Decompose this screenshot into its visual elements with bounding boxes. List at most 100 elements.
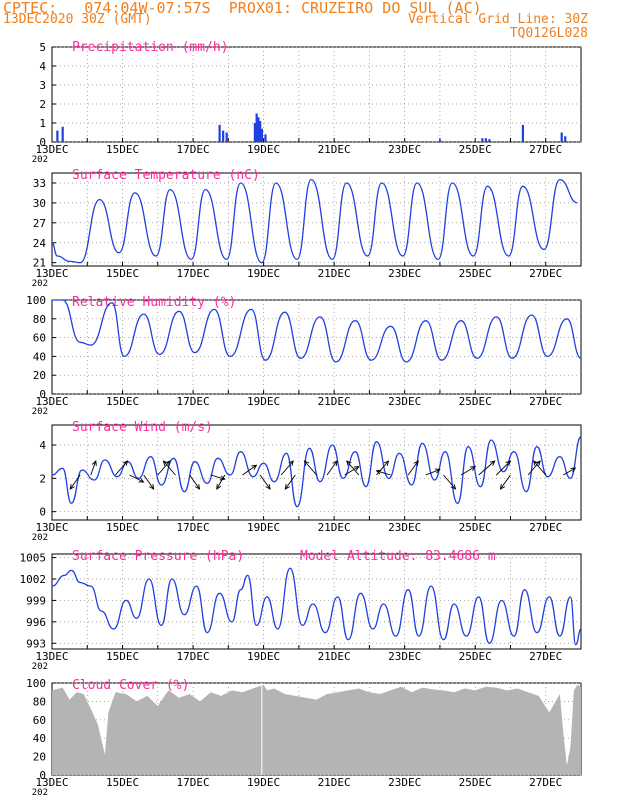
wind-arrow-head bbox=[499, 484, 506, 490]
precip-bar bbox=[225, 132, 228, 142]
wind-arrow-head bbox=[288, 460, 294, 466]
wind-arrow bbox=[115, 460, 128, 476]
x-tick-label: 19DEC bbox=[247, 776, 280, 789]
y-tick-label: 100 bbox=[26, 677, 46, 690]
x-tick-label: 27DEC bbox=[529, 267, 562, 280]
y-tick-label: 21 bbox=[33, 257, 46, 270]
wind-arrow-head bbox=[91, 460, 97, 467]
precip-bar bbox=[264, 134, 267, 142]
precip-bar bbox=[255, 113, 258, 142]
precip-bar bbox=[564, 136, 567, 142]
x-overflow-label: 202 bbox=[32, 155, 48, 165]
precip-bar bbox=[218, 124, 221, 142]
y-tick-label: 0 bbox=[39, 136, 46, 149]
precip-bar bbox=[61, 126, 64, 142]
wind-arrow-head bbox=[265, 484, 271, 490]
wind-arrow bbox=[563, 467, 576, 476]
y-tick-label: 0 bbox=[39, 769, 46, 782]
y-tick-label: 1005 bbox=[20, 552, 47, 565]
wind-arrow-head bbox=[216, 483, 222, 490]
x-tick-label: 17DEC bbox=[177, 395, 210, 408]
wind-arrow bbox=[189, 474, 200, 490]
wind-arrow-head bbox=[122, 460, 129, 466]
panel-title: Surface Wind (m/s) bbox=[72, 420, 213, 435]
wind-arrow-head bbox=[353, 466, 360, 472]
y-tick-label: 80 bbox=[33, 695, 46, 708]
wind-arrow-head bbox=[69, 484, 75, 490]
x-tick-label: 23DEC bbox=[388, 776, 421, 789]
series-line bbox=[51, 178, 578, 264]
x-overflow-label: 202 bbox=[32, 662, 48, 672]
y-tick-label: 60 bbox=[33, 332, 46, 345]
model-altitude: Model Altitude: 83.4686 m bbox=[300, 549, 496, 564]
panel-frame bbox=[51, 424, 582, 521]
wind-arrow-head bbox=[450, 484, 457, 490]
wind-arrow bbox=[163, 460, 176, 476]
x-tick-label: 27DEC bbox=[529, 395, 562, 408]
x-overflow-label: 202 bbox=[32, 279, 48, 289]
y-tick-label: 2 bbox=[39, 472, 46, 485]
wind-arrow bbox=[500, 474, 511, 490]
wind-arrow bbox=[143, 474, 155, 490]
y-tick-label: 4 bbox=[39, 439, 46, 452]
wind-arrow-head bbox=[219, 475, 226, 481]
precip-bar bbox=[260, 128, 264, 142]
precip-bar bbox=[438, 140, 442, 142]
x-overflow-label: 202 bbox=[32, 788, 48, 798]
y-tick-label: 4 bbox=[39, 60, 46, 73]
x-tick-label: 13DEC bbox=[35, 143, 68, 156]
y-tick-label: 0 bbox=[39, 388, 46, 401]
wind-arrow-head bbox=[303, 460, 310, 466]
x-tick-label: 21DEC bbox=[318, 267, 351, 280]
x-tick-label: 15DEC bbox=[106, 267, 139, 280]
x-tick-label: 23DEC bbox=[388, 395, 421, 408]
x-tick-label: 21DEC bbox=[318, 650, 351, 663]
x-tick-label: 15DEC bbox=[106, 650, 139, 663]
x-tick-label: 27DEC bbox=[529, 143, 562, 156]
wind-arrow bbox=[304, 460, 317, 476]
x-tick-label: 17DEC bbox=[177, 143, 210, 156]
wind-arrow-head bbox=[284, 484, 290, 490]
x-tick-label: 27DEC bbox=[529, 650, 562, 663]
x-tick-label: 23DEC bbox=[388, 267, 421, 280]
y-tick-label: 1002 bbox=[20, 573, 47, 586]
precip-bar bbox=[222, 130, 225, 142]
panel-frame bbox=[51, 553, 582, 650]
panel-frame bbox=[51, 46, 582, 143]
panel-title: Surface Pressure (hPa) bbox=[72, 549, 244, 564]
x-tick-label: 25DEC bbox=[459, 776, 492, 789]
x-tick-label: 23DEC bbox=[388, 143, 421, 156]
x-tick-label: 17DEC bbox=[177, 521, 210, 534]
x-tick-label: 17DEC bbox=[177, 650, 210, 663]
x-overflow-label: 202 bbox=[32, 533, 48, 543]
run-date: 13DEC2020 30Z (GMT) bbox=[3, 12, 152, 27]
x-tick-label: 19DEC bbox=[247, 521, 280, 534]
model-code: TQ0126L028 bbox=[509, 26, 588, 41]
wind-arrow-head bbox=[505, 460, 512, 466]
y-tick-label: 996 bbox=[26, 616, 46, 629]
wind-arrow-head bbox=[332, 460, 338, 466]
y-tick-label: 30 bbox=[33, 197, 46, 210]
panel-title: Precipitation (mm/h) bbox=[72, 40, 229, 55]
cloud-area bbox=[52, 684, 581, 775]
wind-arrow-head bbox=[251, 464, 258, 470]
precip-bar bbox=[56, 130, 59, 142]
x-tick-label: 27DEC bbox=[529, 521, 562, 534]
x-tick-label: 13DEC bbox=[35, 650, 68, 663]
y-tick-label: 40 bbox=[33, 732, 46, 745]
y-tick-label: 60 bbox=[33, 714, 46, 727]
y-tick-label: 5 bbox=[39, 41, 46, 54]
wind-arrow bbox=[425, 468, 440, 476]
wind-arrow bbox=[216, 474, 226, 490]
panel-frame bbox=[51, 172, 582, 267]
x-tick-label: 25DEC bbox=[459, 395, 492, 408]
x-tick-label: 19DEC bbox=[247, 143, 280, 156]
station-title: CPTEC: 074:04W-07:57S PROX01: CRUZEIRO D… bbox=[3, 0, 482, 17]
wind-arrow bbox=[443, 474, 456, 490]
wind-arrow-head bbox=[149, 484, 155, 490]
wind-arrow-head bbox=[470, 466, 476, 472]
series-line bbox=[51, 436, 582, 508]
wind-arrow bbox=[496, 460, 511, 476]
y-tick-label: 999 bbox=[26, 594, 46, 607]
x-tick-label: 23DEC bbox=[388, 521, 421, 534]
